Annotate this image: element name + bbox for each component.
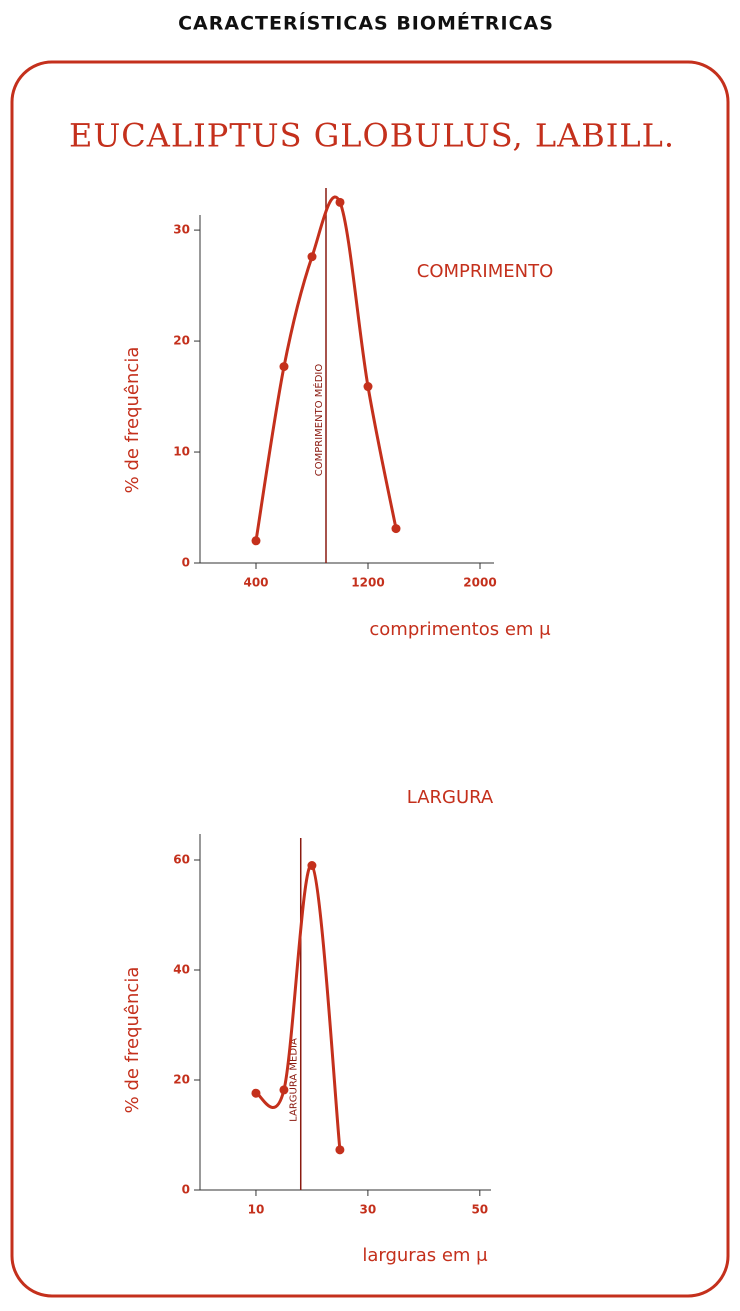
y-tick-label: 20 <box>173 334 190 348</box>
x-axis-label: comprimentos em μ <box>369 619 551 640</box>
x-tick-label: 10 <box>248 1203 265 1217</box>
x-tick-label: 400 <box>243 576 268 590</box>
y-tick-label: 20 <box>173 1073 190 1087</box>
point <box>335 197 345 207</box>
point <box>251 1088 261 1098</box>
point <box>279 362 289 372</box>
x-tick-label: 30 <box>360 1203 377 1217</box>
y-axis-label: % de frequência <box>122 967 143 1114</box>
y-tick-label: 10 <box>173 445 190 459</box>
y-tick-label: 60 <box>173 853 190 867</box>
header: CARACTERÍSTICAS BIOMÉTRICAS <box>178 12 554 35</box>
frame <box>10 60 730 1298</box>
x-tick-label: 50 <box>471 1203 488 1217</box>
x-tick-label: 2000 <box>463 576 496 590</box>
x-tick-label: 1200 <box>351 576 384 590</box>
y-tick-label: 40 <box>173 963 190 977</box>
y-tick-label: 30 <box>173 223 190 237</box>
legend-label: COMPRIMENTO <box>417 261 553 282</box>
title: EUCALIPTUS GLOBULUS, LABILL. <box>69 117 675 155</box>
point <box>307 861 317 870</box>
point <box>391 524 401 534</box>
curve <box>254 195 398 542</box>
y-tick-label: 0 <box>182 556 190 570</box>
point <box>251 536 261 546</box>
y-axis-label: % de frequência <box>122 347 143 494</box>
point <box>335 1145 345 1155</box>
point <box>363 382 373 392</box>
curve <box>255 863 342 1150</box>
point <box>279 1085 289 1095</box>
legend-label: LARGURA <box>407 787 494 808</box>
x-axis-label: larguras em μ <box>362 1245 488 1266</box>
point <box>307 252 317 262</box>
y-tick-label: 0 <box>182 1183 190 1197</box>
mean-line-label: COMPRIMENTO MÉDIO <box>312 364 325 477</box>
